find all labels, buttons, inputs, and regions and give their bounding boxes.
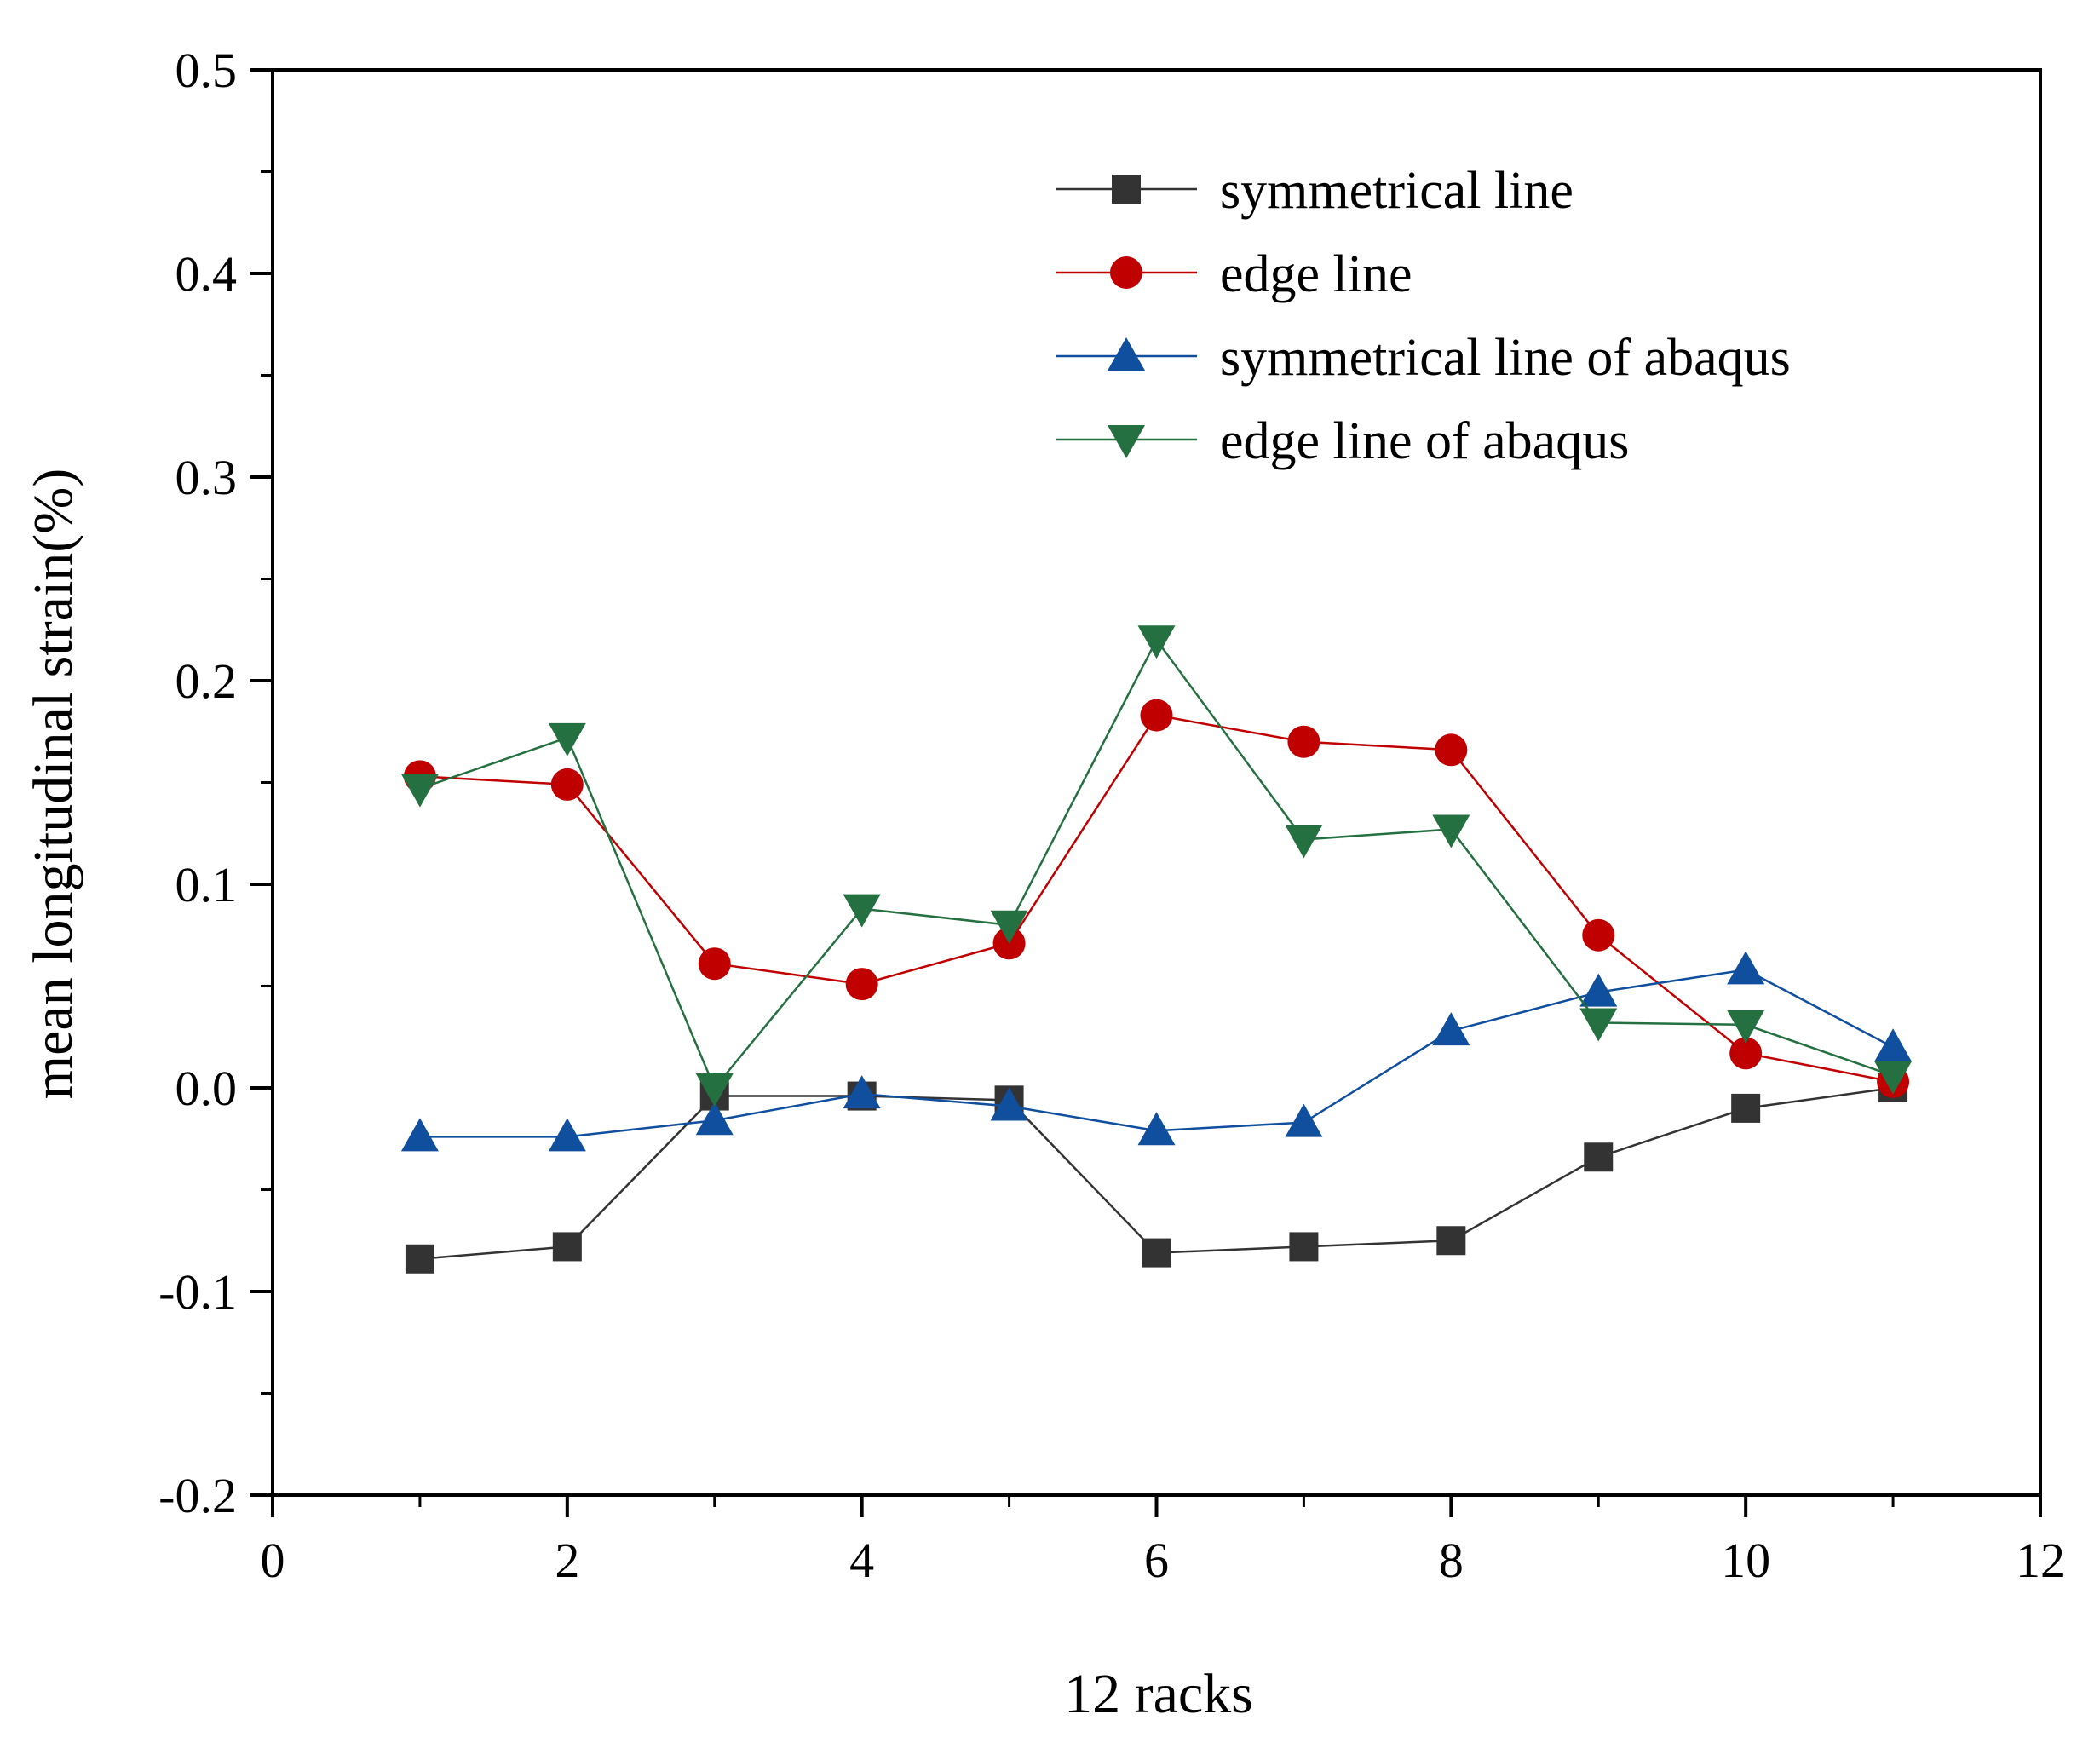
data-point	[1289, 1232, 1319, 1262]
y-tick-label: -0.2	[158, 1468, 237, 1523]
data-point	[1137, 1112, 1176, 1146]
data-point	[1579, 1008, 1618, 1042]
y-tick-label: 0.3	[175, 450, 238, 505]
data-point	[990, 1087, 1028, 1121]
data-point	[695, 1073, 734, 1107]
data-point	[1579, 973, 1618, 1007]
y-tick-label: 0.1	[175, 857, 238, 912]
series-symmetrical-line	[405, 1073, 1908, 1274]
data-point	[1287, 725, 1320, 758]
x-tick-label: 12	[2016, 1533, 2065, 1588]
data-point	[1731, 1093, 1761, 1123]
legend-label: symmetrical line	[1220, 162, 1574, 220]
y-tick-label: 0.2	[175, 653, 238, 709]
legend-marker	[1112, 175, 1141, 204]
series-line	[419, 714, 1894, 1084]
y-tick-label: 0.4	[175, 246, 238, 302]
legend-item: symmetrical line of abaqus	[1056, 329, 1791, 387]
legend-label: edge line of abaqus	[1220, 412, 1629, 470]
y-tick-label: -0.1	[158, 1264, 237, 1320]
data-point	[1582, 918, 1615, 952]
data-point	[1432, 1012, 1470, 1046]
data-point	[1727, 1010, 1765, 1044]
data-point	[1874, 1061, 1913, 1095]
data-point	[550, 768, 584, 801]
legend-item: symmetrical line	[1056, 162, 1574, 220]
legend-label: symmetrical line of abaqus	[1220, 329, 1791, 387]
x-tick-label: 8	[1439, 1533, 1464, 1588]
x-axis-title: 12 racks	[1064, 1663, 1253, 1725]
data-point	[843, 894, 881, 928]
data-point	[1285, 1103, 1323, 1137]
data-point	[990, 910, 1028, 944]
data-point	[552, 1232, 582, 1262]
series-layer	[400, 625, 1913, 1274]
data-point	[1140, 699, 1173, 732]
y-tick-label: 0.5	[175, 43, 238, 98]
data-point	[1137, 625, 1176, 659]
data-point	[843, 1075, 881, 1109]
data-point	[1874, 1028, 1913, 1062]
data-point	[1584, 1142, 1614, 1172]
x-tick-label: 0	[261, 1533, 285, 1588]
series-edge-line-of-abaqus	[400, 625, 1913, 1107]
data-point	[400, 774, 439, 808]
data-point	[1432, 814, 1470, 848]
legend-marker	[1110, 256, 1142, 289]
legend-label: edge line	[1220, 245, 1412, 303]
x-tick-label: 4	[849, 1533, 874, 1588]
legend: symmetrical line edge line symmetrical lin…	[1056, 162, 1791, 470]
data-point	[695, 1102, 734, 1136]
data-point	[405, 1244, 434, 1274]
x-tick-label: 2	[555, 1533, 579, 1588]
data-point	[1142, 1238, 1171, 1268]
legend-marker	[1108, 425, 1145, 458]
y-axis-title: mean longitudinal strain(%)	[22, 469, 84, 1099]
axes: 0 2 4 6 8 10 12 -0.2 -0.1 0.0 0.1 0.2 0.3 0.4 0.5	[158, 43, 2065, 1588]
data-point	[1727, 951, 1765, 985]
data-point	[1285, 825, 1323, 859]
legend-item: edge line	[1056, 245, 1412, 303]
x-tick-label: 10	[1721, 1533, 1770, 1588]
series-symmetrical-line-of-abaqus	[400, 951, 1913, 1152]
legend-item: edge line of abaqus	[1056, 412, 1629, 470]
data-point	[1436, 1226, 1466, 1256]
data-point	[1729, 1037, 1763, 1070]
data-point	[400, 1118, 439, 1152]
data-point	[698, 947, 731, 981]
x-tick-label: 6	[1144, 1533, 1169, 1588]
legend-marker	[1108, 337, 1145, 371]
data-point	[1435, 733, 1468, 767]
y-tick-label: 0.0	[175, 1061, 238, 1116]
data-point	[548, 1118, 586, 1152]
series-edge-line	[403, 699, 1910, 1098]
data-point	[845, 968, 878, 1001]
data-point	[548, 722, 586, 756]
